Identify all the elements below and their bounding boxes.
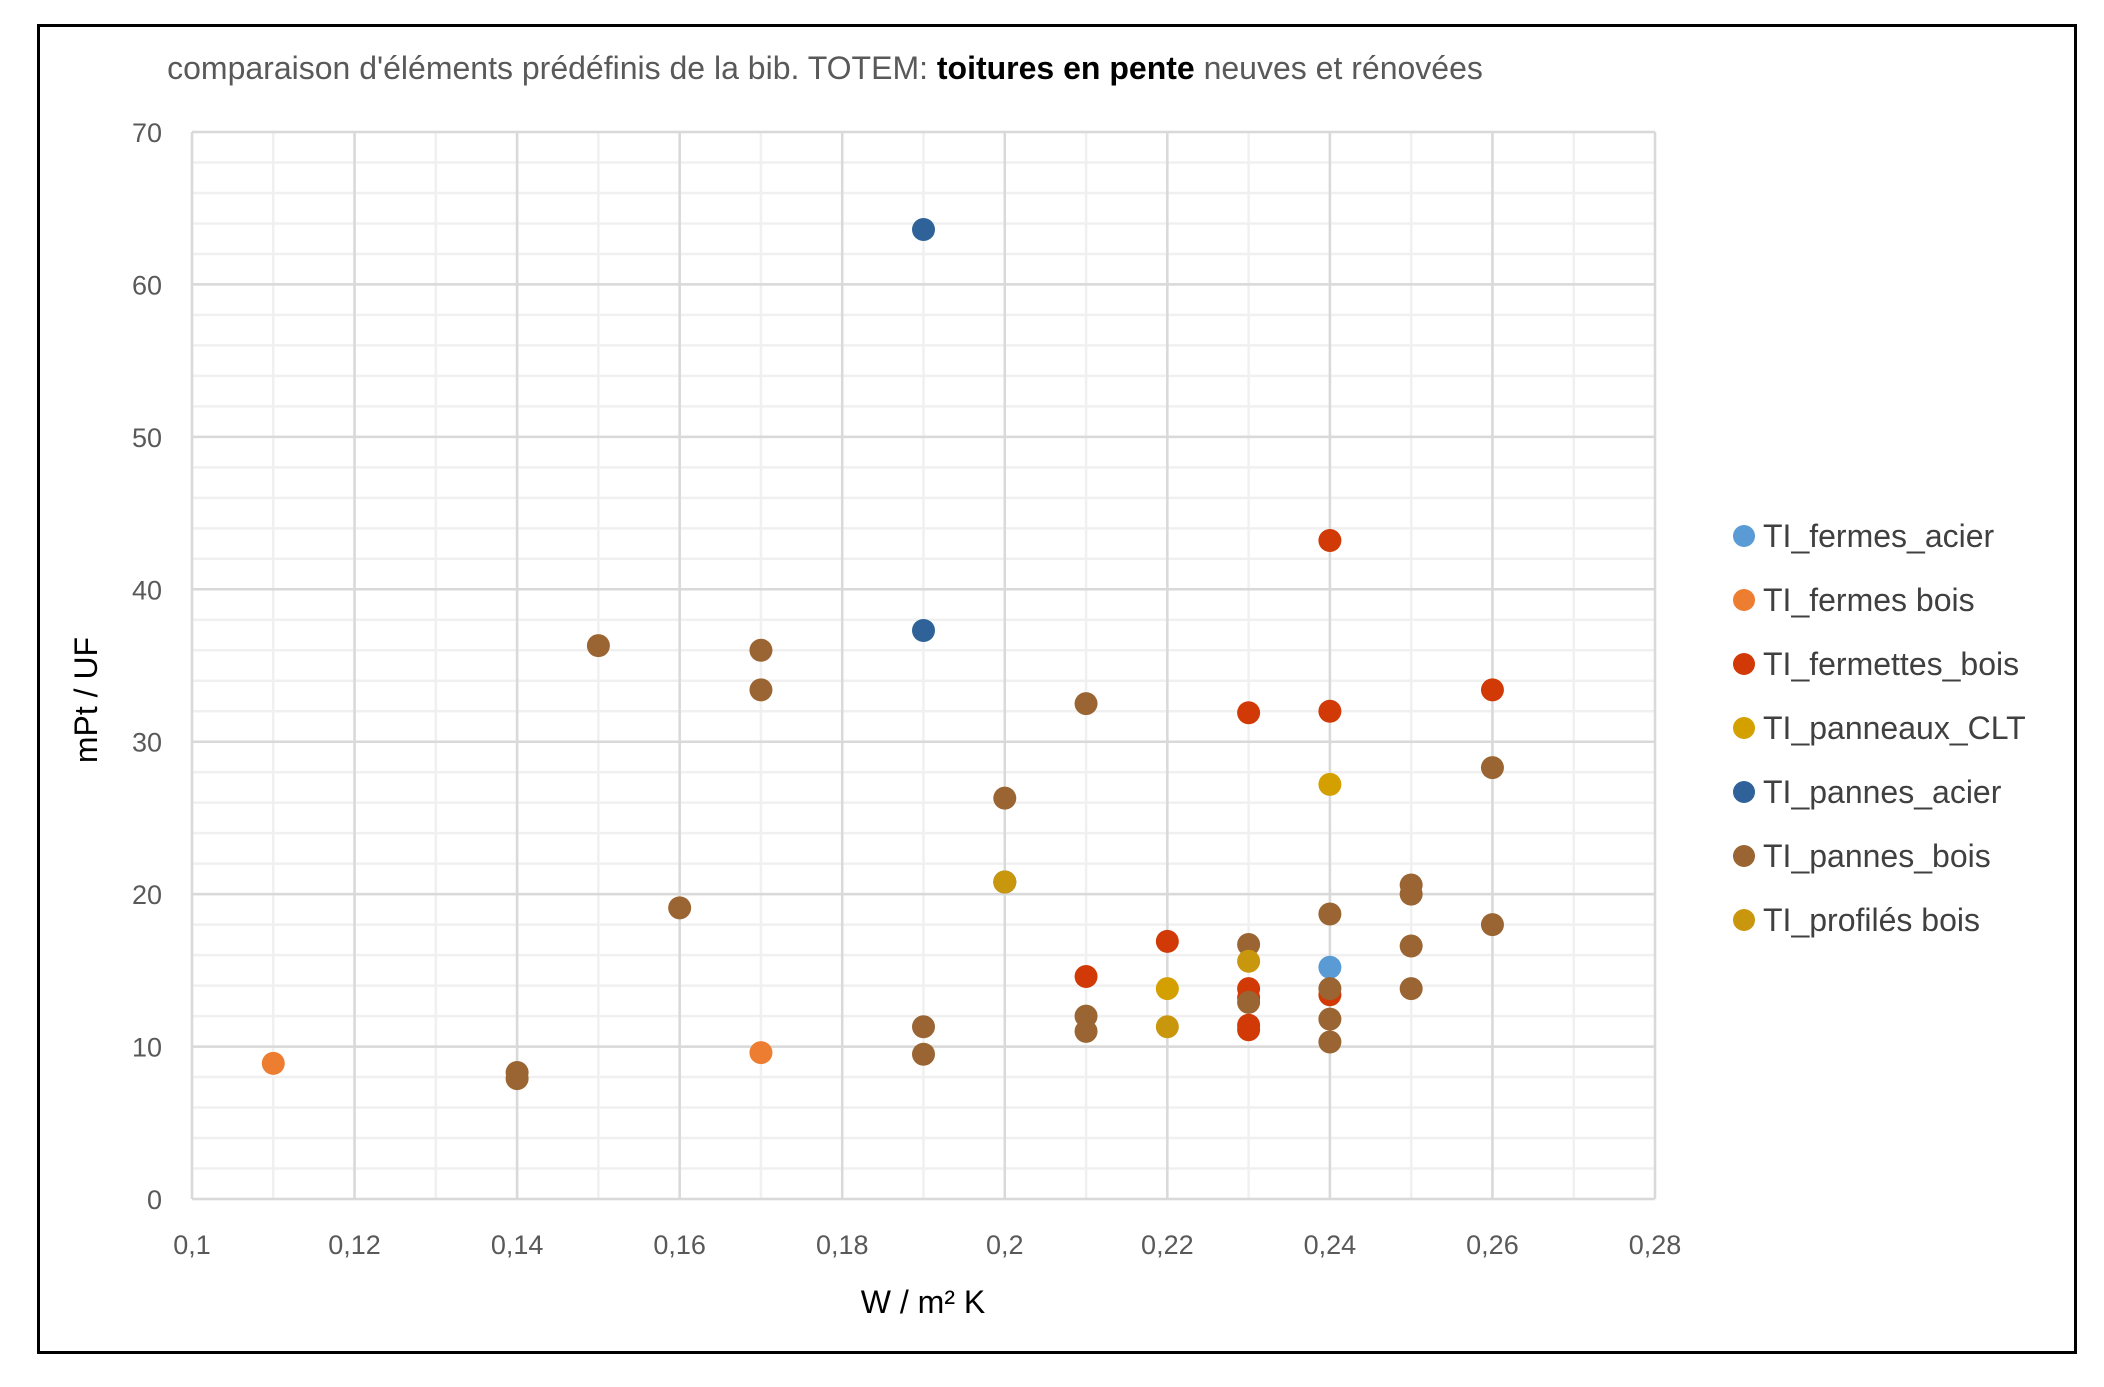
data-point	[1318, 955, 1342, 979]
data-point	[1155, 929, 1179, 953]
minor-gridlines	[190, 130, 1657, 1201]
y-tick-label: 20	[132, 880, 162, 910]
data-point	[1237, 1018, 1261, 1042]
x-axis-ticks: 0,1 0,12 0,14 0,16 0,18 0,2 0,22 0,24 0,26 0,28	[173, 1230, 1681, 1260]
legend-marker	[1733, 717, 1755, 739]
data-point	[1237, 701, 1261, 725]
y-tick-label: 50	[132, 423, 162, 453]
y-tick-label: 60	[132, 270, 162, 300]
data-point	[586, 634, 610, 658]
x-tick-label: 0,28	[1629, 1230, 1682, 1260]
legend-label: TI_profilés bois	[1763, 902, 1980, 938]
data-point	[1318, 699, 1342, 723]
data-point	[1480, 913, 1504, 937]
y-tick-label: 30	[132, 728, 162, 758]
major-gridlines	[190, 130, 1657, 1201]
data-point	[1399, 977, 1423, 1001]
x-tick-label: 0,18	[816, 1230, 869, 1260]
data-point	[1074, 1019, 1098, 1043]
series-ti-profil-s-bois	[993, 870, 1261, 1039]
data-point	[749, 678, 773, 702]
legend-label: TI_fermes_acier	[1763, 518, 1995, 554]
y-tick-label: 70	[132, 118, 162, 148]
data-point	[1237, 990, 1261, 1014]
data-point	[912, 1042, 935, 1066]
chart-title-prefix: comparaison d'éléments prédéfinis de la …	[167, 50, 937, 86]
legend-marker	[1733, 525, 1755, 547]
data-point	[749, 638, 773, 662]
y-axis-ticks: 0 10 20 30 40 50 60 70	[132, 118, 162, 1215]
data-point	[1318, 772, 1342, 796]
data-point	[993, 870, 1017, 894]
data-point	[1480, 678, 1504, 702]
data-point	[1399, 882, 1423, 906]
legend-marker	[1733, 845, 1755, 867]
data-point	[1155, 1015, 1179, 1039]
series-ti-fermettes-bois	[1074, 529, 1504, 1042]
x-axis-title: W / m² K	[861, 1284, 985, 1320]
legend-label: TI_panneaux_CLT	[1763, 710, 2026, 746]
data-point	[1237, 932, 1261, 956]
data-point	[912, 618, 935, 642]
x-tick-label: 0,26	[1466, 1230, 1519, 1260]
y-tick-label: 40	[132, 575, 162, 605]
y-tick-label: 0	[147, 1185, 162, 1215]
x-tick-label: 0,12	[328, 1230, 381, 1260]
data-point	[668, 896, 692, 920]
legend-label: TI_fermettes_bois	[1763, 646, 2019, 682]
legend-label: TI_pannes_bois	[1763, 838, 1991, 874]
data-point	[1399, 934, 1423, 958]
data-point	[1074, 964, 1098, 988]
data-point	[1237, 949, 1261, 973]
x-tick-label: 0,2	[986, 1230, 1024, 1260]
legend-marker	[1733, 781, 1755, 803]
x-tick-label: 0,22	[1141, 1230, 1194, 1260]
data-point	[1074, 692, 1098, 716]
chart-title: comparaison d'éléments prédéfinis de la …	[0, 50, 1650, 87]
data-point	[1318, 1007, 1342, 1031]
data-point	[1155, 977, 1179, 1001]
data-point	[749, 1041, 773, 1065]
x-tick-label: 0,14	[491, 1230, 544, 1260]
series-ti-fermes-acier	[1318, 955, 1342, 979]
chart-title-bold: toitures en pente	[936, 50, 1195, 86]
data-point	[1480, 756, 1504, 780]
data-point	[912, 218, 935, 242]
legend-marker	[1733, 653, 1755, 675]
data-point	[1318, 529, 1342, 553]
series-ti-fermes-bois	[261, 1041, 773, 1075]
series-ti-pannes-bois	[505, 634, 1504, 1091]
data-points	[261, 218, 1504, 1091]
data-point	[1318, 902, 1342, 926]
x-tick-label: 0,16	[653, 1230, 706, 1260]
legend-label: TI_pannes_acier	[1763, 774, 2002, 810]
data-point	[505, 1067, 529, 1091]
y-tick-label: 10	[132, 1033, 162, 1063]
data-point	[1318, 1030, 1342, 1054]
data-point	[912, 1015, 935, 1039]
data-point	[1318, 977, 1342, 1001]
y-axis-title: mPt / UF	[68, 637, 104, 763]
legend: TI_fermes_acier TI_fermes bois TI_fermette…	[1733, 518, 2026, 938]
x-tick-label: 0,1	[173, 1230, 211, 1260]
data-point	[993, 786, 1017, 810]
legend-label: TI_fermes bois	[1763, 582, 1975, 618]
legend-marker	[1733, 909, 1755, 931]
chart-title-suffix: neuves et rénovées	[1194, 50, 1483, 86]
x-tick-label: 0,24	[1304, 1230, 1357, 1260]
data-point	[261, 1051, 285, 1075]
legend-marker	[1733, 589, 1755, 611]
chart-frame	[37, 24, 2077, 1354]
